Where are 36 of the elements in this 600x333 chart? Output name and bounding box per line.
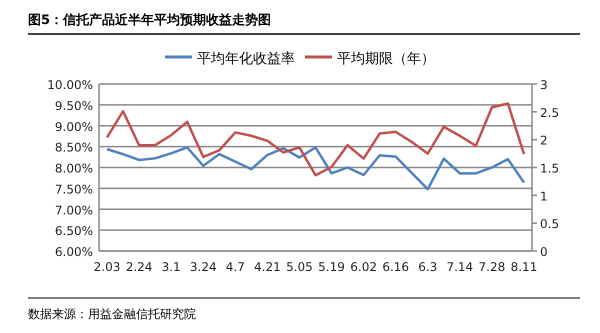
y-tick-label: 9.00% [54, 120, 93, 134]
x-tick-label: 3.24 [190, 260, 217, 274]
x-tick-label: 2.03 [94, 260, 120, 274]
y-tick-label: 7.50% [54, 182, 93, 196]
source-note: 数据来源：用益金融信托研究院 [28, 307, 196, 321]
y-tick-label: 8.50% [54, 140, 93, 155]
x-tick-label: 8.11 [510, 260, 538, 274]
x-tick-label: 7.28 [478, 260, 506, 274]
x-tick-label: 6.16 [382, 260, 410, 274]
line-series [106, 102, 526, 177]
y2-tick-label: 0 [540, 245, 548, 259]
y2-tick-label: 1 [540, 189, 548, 204]
y2-tick-label: 3 [540, 78, 548, 92]
y2-tick-label: 2.5 [540, 106, 560, 120]
y-tick-label: 8.00% [54, 162, 93, 176]
y2-tick-label: 2 [540, 134, 548, 148]
y2-tick-label: 1.5 [540, 162, 560, 176]
x-tick-label: 5.19 [318, 260, 345, 274]
y-tick-label: 6.00% [54, 245, 93, 259]
x-tick-label: 5.05 [286, 260, 313, 274]
y2-tick-label: 0.5 [540, 217, 560, 232]
x-tick-label: 6.3 [418, 260, 438, 274]
y-tick-label: 9.50% [54, 98, 93, 113]
line-series [106, 146, 526, 190]
legend-label: 平均期限（年） [337, 51, 435, 67]
legend-label: 平均年化收益率 [197, 51, 295, 67]
y-tick-label: 6.50% [54, 224, 93, 238]
x-tick-label: 2.24 [126, 260, 152, 274]
x-tick-label: 3.1 [162, 260, 181, 274]
chart-title: 图5：信托产品近半年平均预期收益走势图 [28, 12, 272, 28]
x-tick-label: 4.7 [226, 260, 245, 274]
x-tick-label: 7.14 [446, 260, 474, 274]
y-tick-label: 7.00% [54, 203, 93, 218]
x-tick-label: 6.02 [350, 260, 377, 274]
y-tick-label: 10.00% [47, 78, 93, 92]
x-tick-label: 4.21 [254, 260, 281, 274]
